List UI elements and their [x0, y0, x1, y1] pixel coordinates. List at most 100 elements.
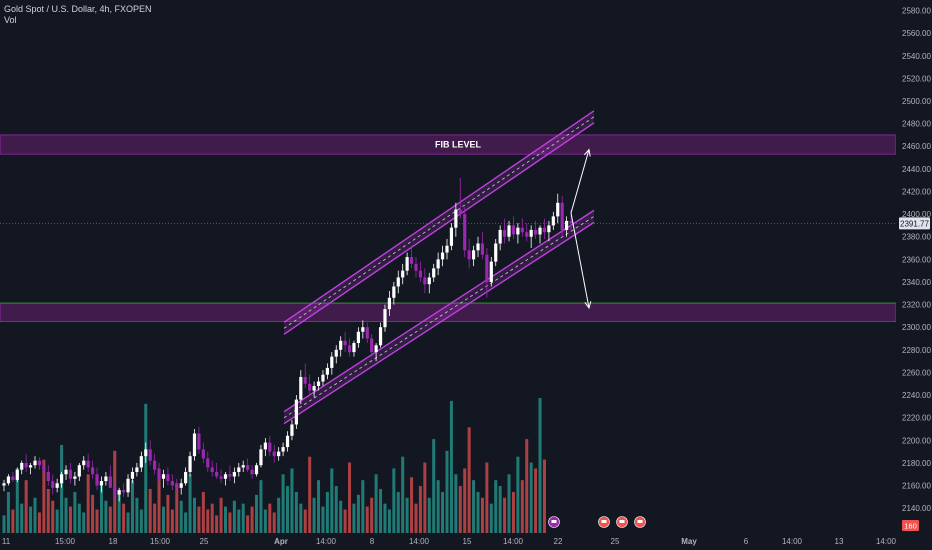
candle-body[interactable] [294, 399, 298, 425]
candle-body[interactable] [343, 340, 347, 346]
candle-body[interactable] [139, 456, 143, 468]
candle-body[interactable] [206, 458, 210, 468]
candle-body[interactable] [201, 449, 205, 459]
candle-body[interactable] [414, 263, 418, 271]
candle-body[interactable] [325, 367, 329, 375]
candle-body[interactable] [392, 286, 396, 298]
candle-body[interactable] [64, 469, 68, 475]
candle-body[interactable] [268, 442, 272, 452]
candle-body[interactable] [520, 227, 524, 233]
candle-body[interactable] [11, 476, 15, 480]
candle-body[interactable] [281, 447, 285, 452]
candle-body[interactable] [440, 252, 445, 260]
volume-badge[interactable] [902, 520, 919, 531]
candle-body[interactable] [33, 460, 37, 466]
candle-body[interactable] [498, 229, 502, 244]
candle-body[interactable] [68, 469, 73, 479]
candle-body[interactable] [192, 433, 197, 457]
candle-body[interactable] [565, 220, 569, 230]
candle-body[interactable] [547, 225, 551, 233]
candle-body[interactable] [232, 471, 236, 477]
candle-body[interactable] [534, 229, 538, 235]
candle-body[interactable] [308, 383, 312, 391]
candle-body[interactable] [316, 381, 321, 387]
candle-body[interactable] [15, 469, 19, 480]
candle-body[interactable] [28, 465, 33, 468]
projection-arrow[interactable] [570, 212, 590, 309]
candle-body[interactable] [365, 327, 369, 339]
candle-body[interactable] [370, 338, 374, 353]
candle-body[interactable] [529, 229, 533, 237]
candle-body[interactable] [122, 490, 126, 493]
candle-body[interactable] [525, 232, 529, 237]
channel-upper-edge[interactable] [283, 110, 595, 323]
candle-body[interactable] [401, 270, 405, 278]
candle-body[interactable] [6, 476, 11, 484]
candle-body[interactable] [272, 451, 276, 457]
price-axis[interactable] [896, 0, 932, 550]
candle-body[interactable] [108, 476, 112, 488]
candle-body[interactable] [241, 465, 245, 468]
candle-body[interactable] [20, 462, 24, 470]
candle-body[interactable] [352, 343, 356, 353]
candle-body[interactable] [82, 460, 86, 466]
candle-body[interactable] [485, 254, 489, 282]
candle-body[interactable] [113, 487, 117, 495]
candle-body[interactable] [170, 481, 174, 486]
candle-body[interactable] [502, 229, 507, 237]
candle-body[interactable] [396, 277, 400, 287]
candle-body[interactable] [467, 250, 471, 260]
channel-lower-edge[interactable] [283, 221, 595, 425]
candle-body[interactable] [374, 345, 378, 353]
candle-body[interactable] [223, 474, 228, 479]
candle-body[interactable] [432, 268, 436, 278]
candle-body[interactable] [46, 471, 50, 482]
candle-body[interactable] [556, 202, 560, 217]
candle-body[interactable] [463, 214, 467, 251]
candle-body[interactable] [423, 277, 427, 285]
time-axis[interactable] [0, 535, 932, 550]
candle-body[interactable] [254, 465, 259, 475]
candle-body[interactable] [99, 481, 104, 486]
candle-body[interactable] [427, 277, 431, 285]
candle-body[interactable] [237, 467, 241, 472]
candle-body[interactable] [210, 467, 214, 472]
candle-body[interactable] [303, 376, 307, 384]
candle-body[interactable] [215, 471, 219, 477]
candle-body[interactable] [507, 225, 511, 237]
candle-body[interactable] [339, 340, 343, 350]
candle-body[interactable] [59, 474, 64, 484]
candle-body[interactable] [2, 483, 6, 486]
candle-body[interactable] [378, 327, 383, 346]
candle-body[interactable] [290, 424, 294, 436]
candle-body[interactable] [77, 465, 81, 477]
candle-body[interactable] [383, 309, 387, 328]
candle-body[interactable] [387, 297, 392, 310]
channel-lower-edge[interactable] [283, 209, 595, 413]
candle-body[interactable] [51, 481, 55, 488]
candle-body[interactable] [476, 243, 480, 251]
candle-body[interactable] [299, 376, 303, 400]
candle-body[interactable] [436, 259, 440, 269]
candle-body[interactable] [263, 442, 267, 450]
candle-body[interactable] [179, 483, 183, 488]
projection-arrow[interactable] [570, 149, 590, 214]
candle-body[interactable] [347, 345, 352, 353]
candle-body[interactable] [449, 227, 454, 246]
candle-body[interactable] [511, 225, 516, 235]
candle-body[interactable] [356, 331, 360, 344]
volume-label[interactable]: Vol [4, 15, 17, 25]
candle-body[interactable] [405, 257, 409, 271]
candle-body[interactable] [551, 216, 555, 226]
symbol-title[interactable]: Gold Spot / U.S. Dollar, 4h, FXOPEN [4, 4, 152, 14]
candle-body[interactable] [73, 476, 77, 479]
candle-body[interactable] [228, 474, 232, 477]
candle-body[interactable] [516, 227, 520, 235]
candle-body[interactable] [471, 250, 476, 260]
candle-body[interactable] [24, 462, 28, 468]
candle-body[interactable] [361, 327, 365, 332]
candle-body[interactable] [130, 471, 135, 479]
candle-body[interactable] [95, 474, 99, 486]
candle-body[interactable] [489, 261, 493, 282]
